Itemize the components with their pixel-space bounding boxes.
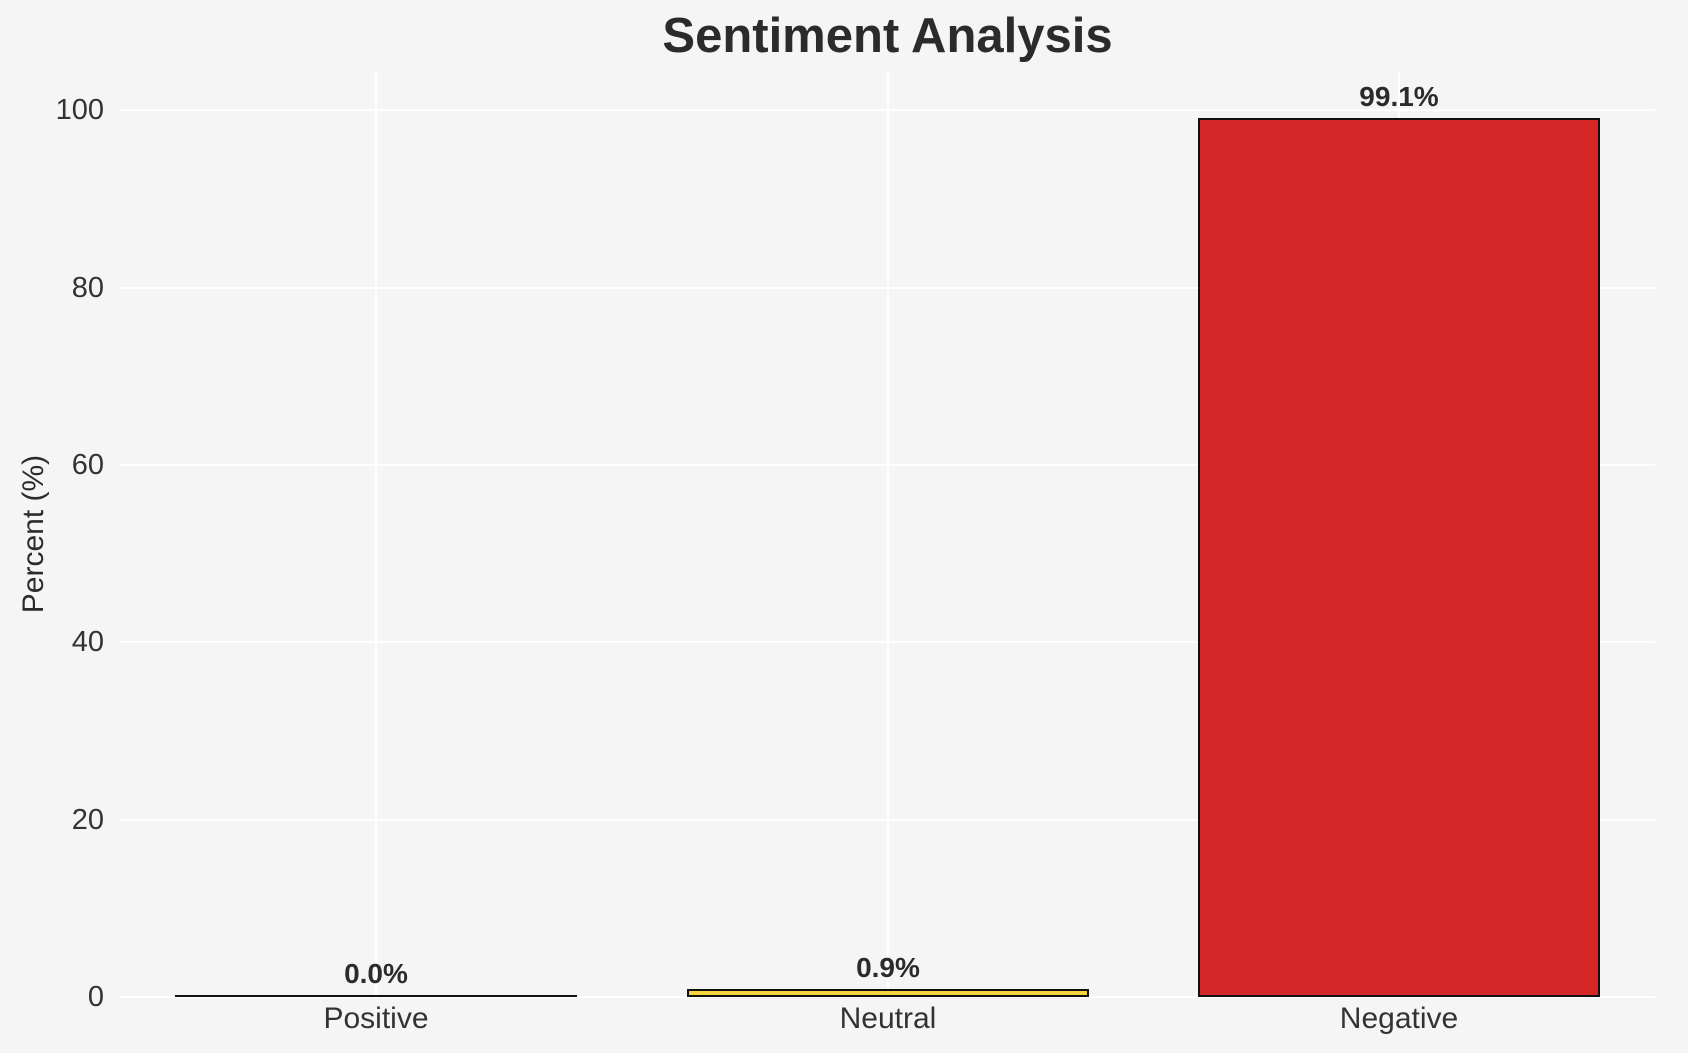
y-tick-label-80: 80 [71,271,104,304]
bar-positive [175,995,577,997]
chart-title: Sentiment Analysis [662,9,1113,63]
y-tick-label-0: 0 [87,981,104,1013]
y-tick-label-40: 40 [71,626,104,659]
bar-value-label-negative: 99.1% [1359,81,1439,112]
y-tick-label-100: 100 [55,94,104,127]
y-tick-label-20: 20 [71,803,104,836]
bar-negative [1198,118,1600,997]
x-tick-label-negative: Negative [1339,1002,1459,1035]
y-axis-label-text: Percent (%) [17,454,50,614]
gridline-x-positive [374,72,377,997]
bar-value-label-positive: 0.0% [344,958,408,989]
x-tick-label-positive: Positive [323,1002,429,1035]
plot-area [120,72,1655,998]
x-tick-label-neutral: Neutral [839,1002,937,1035]
gridline-y-0 [120,996,1655,998]
gridline-x-neutral [886,72,889,997]
y-tick-label-60: 60 [71,448,104,481]
bar-value-label-neutral: 0.9% [856,952,920,983]
bar-neutral [687,989,1089,997]
